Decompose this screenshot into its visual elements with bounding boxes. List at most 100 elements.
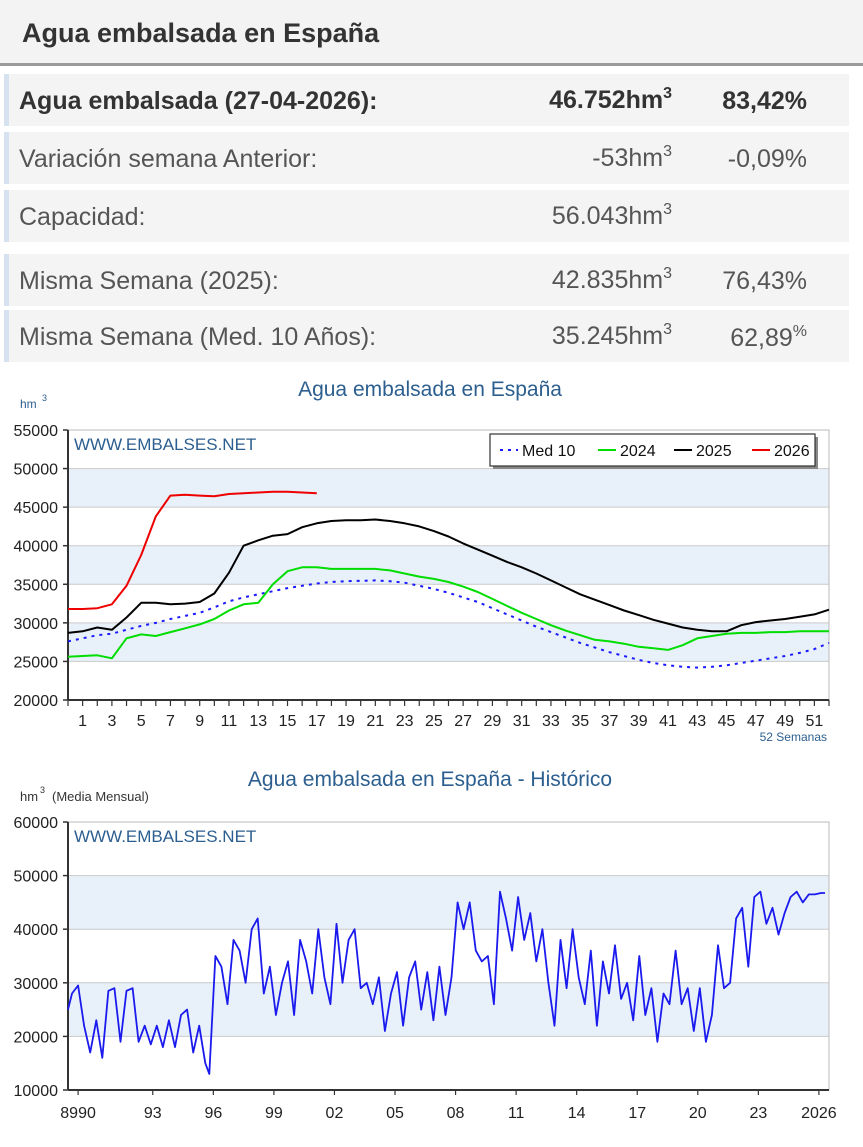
x-tick-label: 96 (204, 1105, 222, 1122)
stats-value: 46.752hm3 (549, 85, 672, 114)
stats-label: Agua embalsada (27-04-2026): (19, 87, 378, 115)
y-tick-label: 60000 (14, 815, 59, 832)
x-tick-label: 45 (718, 713, 736, 730)
x-tick-label: 31 (513, 713, 531, 730)
x-tick-label: 93 (144, 1105, 162, 1122)
y-tick-label: 40000 (14, 922, 59, 939)
series-line-2025 (67, 518, 830, 634)
stats-label: Misma Semana (Med. 10 Años): (19, 323, 377, 351)
legend-label: Med 10 (522, 443, 575, 460)
stats-label: Capacidad: (19, 203, 146, 231)
x-tick-label: 41 (659, 713, 677, 730)
x-tick-label: 2026 (801, 1105, 837, 1122)
x-tick-label: 33 (542, 713, 560, 730)
x-tick-label: 51 (805, 713, 823, 730)
plot-band (68, 545, 829, 585)
stats-row-current: Agua embalsada (27-04-2026): 46.752hm3 8… (4, 74, 849, 126)
y-tick-label: 40000 (14, 539, 59, 556)
y-tick-label: 35000 (14, 577, 59, 594)
x-tick-label: 9 (195, 713, 204, 730)
y-tick-label: 45000 (14, 500, 59, 517)
y-tick-label: 20000 (14, 1029, 59, 1046)
x-tick-label: 39 (630, 713, 648, 730)
plot-frame (67, 821, 830, 1091)
x-tick-label: 43 (688, 713, 706, 730)
x-tick-label: 21 (366, 713, 384, 730)
series-line-2026 (68, 490, 317, 610)
historic-chart: Agua embalsada en España - Histórico hm 3 (… (14, 768, 837, 1122)
x-tick-label: 20 (689, 1105, 707, 1122)
y-axis-label-exp: 3 (42, 393, 47, 403)
legend-label: 2024 (620, 443, 656, 460)
x-tick-label: 7 (166, 713, 175, 730)
stats-percent: 83,42% (722, 87, 807, 115)
y-tick-label: 20000 (14, 693, 59, 710)
x-tick-label: 23 (396, 713, 414, 730)
page-header: Agua embalsada en España (0, 0, 863, 66)
legend-label: 2025 (696, 443, 732, 460)
x-tick-label: 29 (484, 713, 502, 730)
x-tick-label: 17 (628, 1105, 646, 1122)
y-tick-label: 30000 (14, 616, 59, 633)
stats-value: 35.245hm3 (551, 321, 672, 350)
stats-row-capacity: Capacidad: 56.043hm3 (4, 190, 849, 242)
stats-row-same-week-2025: Misma Semana (2025): 42.835hm3 76,43% (4, 254, 849, 306)
x-tick-label: 8990 (60, 1105, 96, 1122)
series-line-med-10 (67, 579, 830, 669)
x-tick-label: 15 (279, 713, 297, 730)
stats-label: Misma Semana (2025): (19, 267, 279, 295)
stats-row-variation: Variación semana Anterior: -53hm3 -0,09% (4, 132, 849, 184)
x-tick-label: 1 (78, 713, 87, 730)
y-axis-label: hm (20, 397, 37, 411)
x-tick-label: 25 (425, 713, 443, 730)
chart-title: Agua embalsada en España (298, 378, 562, 401)
stats-percent: 76,43% (722, 267, 807, 295)
stats-percent: -0,09% (727, 145, 807, 173)
y-tick-label: 10000 (14, 1083, 59, 1100)
x-tick-label: 17 (308, 713, 326, 730)
x-tick-label: 02 (326, 1105, 344, 1122)
x-tick-label: 11 (508, 1105, 525, 1122)
y-tick-label: 30000 (14, 976, 59, 993)
stats-label: Variación semana Anterior: (19, 145, 318, 173)
y-axis-label-note: (Media Mensual) (52, 789, 149, 804)
x-axis-label: 52 Semanas (760, 730, 827, 744)
x-tick-label: 13 (249, 713, 267, 730)
stats-value: -53hm3 (592, 143, 672, 172)
x-tick-label: 27 (454, 713, 472, 730)
x-tick-label: 08 (447, 1105, 465, 1122)
y-tick-label: 25000 (14, 654, 59, 671)
y-axis-label-exp: 3 (40, 785, 45, 795)
y-tick-label: 50000 (14, 869, 59, 886)
chart-title: Agua embalsada en España - Histórico (248, 768, 612, 791)
x-tick-label: 37 (601, 713, 619, 730)
series-line-2024 (67, 566, 829, 660)
x-tick-label: 49 (776, 713, 794, 730)
y-axis-label: hm (20, 789, 38, 804)
plot-band (68, 622, 829, 662)
historic-line (67, 890, 825, 1075)
y-tick-label: 50000 (14, 462, 59, 479)
x-tick-label: 23 (749, 1105, 767, 1122)
x-tick-label: 5 (137, 713, 146, 730)
plot-band (68, 875, 829, 930)
legend-label: 2026 (774, 443, 810, 460)
stats-row-same-week-avg10: Misma Semana (Med. 10 Años): 35.245hm3 6… (4, 310, 849, 362)
plot-band (68, 468, 829, 508)
x-tick-label: 19 (337, 713, 355, 730)
watermark: WWW.EMBALSES.NET (74, 827, 256, 846)
x-tick-label: 11 (221, 713, 238, 730)
watermark: WWW.EMBALSES.NET (74, 435, 256, 454)
x-tick-label: 35 (571, 713, 589, 730)
stats-value: 42.835hm3 (551, 265, 672, 294)
weekly-chart: Agua embalsada en España hm 3 20000 25000 300… (14, 378, 830, 744)
x-tick-label: 3 (107, 713, 116, 730)
stats-value: 56.043hm3 (551, 201, 672, 230)
x-tick-label: 47 (747, 713, 765, 730)
page-title: Agua embalsada en España (22, 18, 380, 48)
x-tick-label: 14 (568, 1105, 586, 1122)
x-tick-label: 99 (265, 1105, 283, 1122)
y-tick-label: 55000 (14, 423, 59, 440)
x-tick-label: 05 (386, 1105, 404, 1122)
stats-percent: 62,89% (730, 323, 807, 352)
